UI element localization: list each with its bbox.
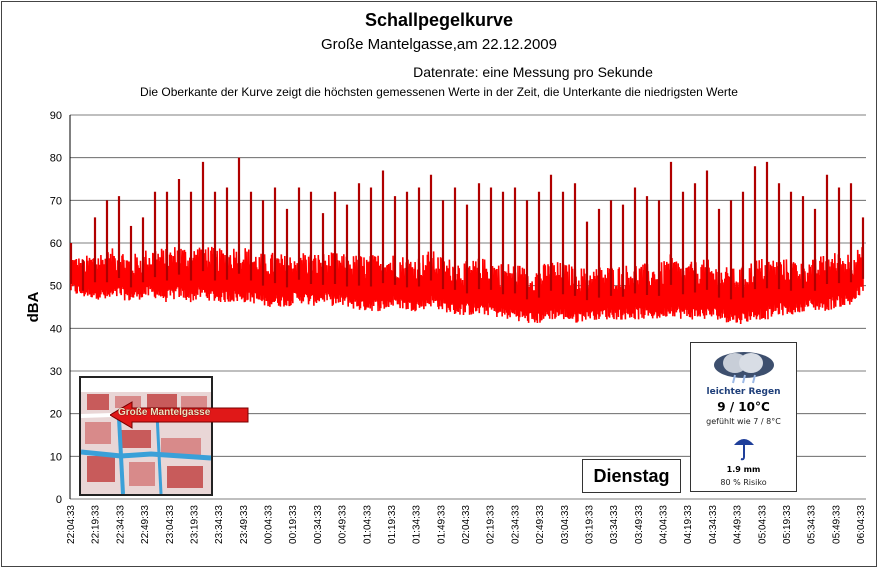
- street-map-image: [81, 378, 211, 494]
- chart-subtitle: Große Mantelgasse,am 22.12.2009: [321, 36, 557, 53]
- x-tick-label: 02:49:33: [535, 505, 546, 544]
- curve-explanation-note: Die Oberkante der Kurve zeigt die höchst…: [140, 85, 738, 99]
- x-tick-label: 01:04:33: [362, 505, 373, 544]
- x-tick-label: 05:34:33: [807, 505, 818, 544]
- x-tick-label: 03:49:33: [634, 505, 645, 544]
- x-tick-label: 01:49:33: [436, 505, 447, 544]
- y-tick-label: 50: [50, 281, 62, 293]
- x-tick-label: 05:19:33: [782, 505, 793, 544]
- x-tick-label: 00:19:33: [288, 505, 299, 544]
- location-map: [79, 376, 213, 496]
- weather-rain-risk: 80 % Risiko: [720, 478, 767, 487]
- x-tick-label: 23:34:33: [214, 505, 225, 544]
- x-tick-label: 00:04:33: [264, 505, 275, 544]
- chart-title: Schallpegelkurve: [364, 10, 514, 30]
- x-tick-label: 03:34:33: [609, 505, 620, 544]
- y-tick-label: 20: [50, 409, 62, 421]
- x-tick-label: 05:49:33: [831, 505, 842, 544]
- x-tick-label: 01:19:33: [387, 505, 398, 544]
- x-tick-label: 03:04:33: [560, 505, 571, 544]
- y-tick-label: 0: [56, 494, 62, 506]
- day-label: Dienstag: [582, 459, 681, 493]
- weather-widget: leichter Regen 9 / 10°C gefühlt wie 7 / …: [690, 342, 797, 492]
- x-tick-label: 23:19:33: [189, 505, 200, 544]
- weather-felt-temperature: gefühlt wie 7 / 8°C: [706, 417, 781, 426]
- rain-cloud-icon: [714, 352, 774, 384]
- y-tick-label: 90: [50, 110, 62, 122]
- weather-condition: leichter Regen: [706, 387, 781, 397]
- y-tick-label: 80: [50, 153, 62, 165]
- y-tick-label: 30: [50, 366, 62, 378]
- umbrella-icon: [734, 439, 754, 461]
- weather-temperature: 9 / 10°C: [717, 400, 770, 414]
- x-tick-label: 23:49:33: [239, 505, 250, 544]
- x-tick-label: 04:19:33: [683, 505, 694, 544]
- x-tick-label: 23:04:33: [165, 505, 176, 544]
- weather-precipitation: 1.9 mm: [726, 465, 761, 474]
- x-tick-label: 22:19:33: [91, 505, 102, 544]
- y-tick-label: 10: [50, 451, 62, 463]
- x-tick-label: 05:04:33: [757, 505, 768, 544]
- map-street-label: Große Mantelgasse: [118, 407, 211, 418]
- x-tick-label: 01:34:33: [412, 505, 423, 544]
- y-axis-label: dBA: [25, 291, 42, 322]
- y-tick-label: 40: [50, 323, 62, 335]
- y-tick-label: 60: [50, 238, 62, 250]
- x-tick-label: 00:34:33: [313, 505, 324, 544]
- x-tick-label: 04:34:33: [708, 505, 719, 544]
- x-tick-label: 03:19:33: [584, 505, 595, 544]
- x-tick-label: 22:34:33: [115, 505, 126, 544]
- map-arrow-icon: [110, 401, 249, 429]
- x-tick-label: 02:34:33: [510, 505, 521, 544]
- x-tick-label: 04:04:33: [659, 505, 670, 544]
- x-tick-label: 06:04:33: [856, 505, 867, 544]
- x-tick-label: 22:49:33: [140, 505, 151, 544]
- x-tick-label: 04:49:33: [733, 505, 744, 544]
- x-tick-label: 22:04:33: [66, 505, 77, 544]
- x-tick-label: 02:19:33: [486, 505, 497, 544]
- x-tick-label: 02:04:33: [461, 505, 472, 544]
- y-tick-label: 70: [50, 195, 62, 207]
- data-rate-note: Datenrate: eine Messung pro Sekunde: [413, 64, 653, 80]
- x-tick-label: 00:49:33: [338, 505, 349, 544]
